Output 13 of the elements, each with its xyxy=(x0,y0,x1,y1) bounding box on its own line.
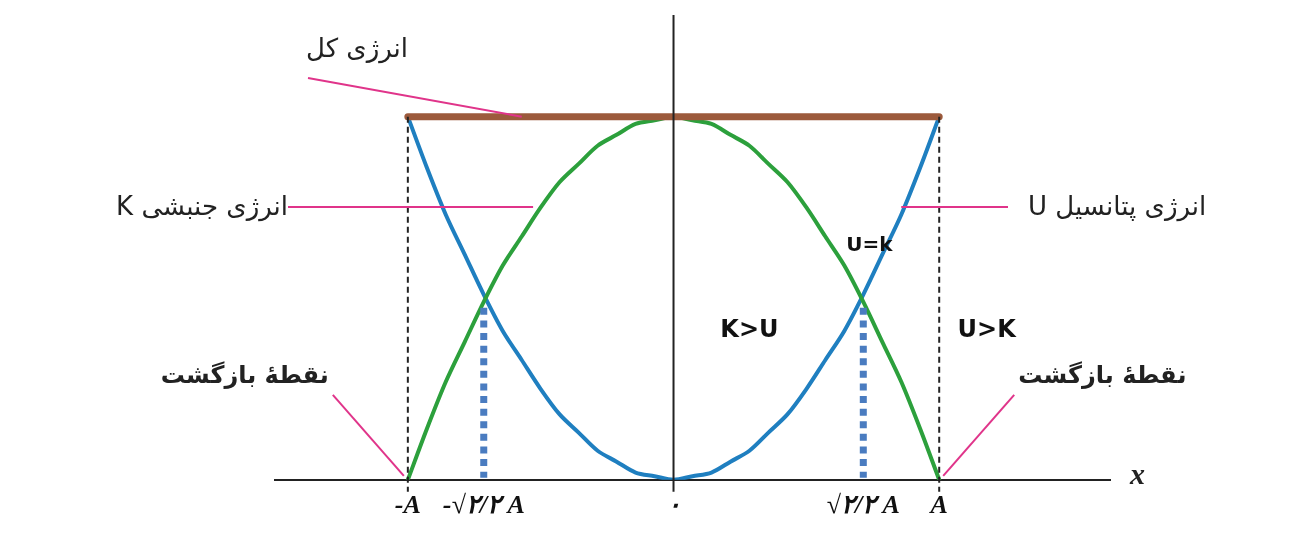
annotation: K>U xyxy=(720,315,779,344)
text: انرژی پتانسیل U xyxy=(1028,190,1207,222)
x-tick-label: ۰ xyxy=(666,490,681,520)
text: انرژی جنبشی K xyxy=(116,190,288,222)
x-tick-label: -A xyxy=(394,490,421,520)
x-axis-title: x xyxy=(1129,456,1145,490)
annotation: U>K xyxy=(957,315,1018,344)
annotation: نقطهٔ بازگشت xyxy=(1018,361,1187,390)
text: انرژی کل xyxy=(305,32,408,64)
annotation: نقطهٔ بازگشت xyxy=(160,361,329,390)
x-tick-label: -√۲/۲ A xyxy=(442,490,525,520)
x-tick-label: A xyxy=(928,490,948,520)
x-tick-label: √۲/۲ A xyxy=(826,490,900,520)
